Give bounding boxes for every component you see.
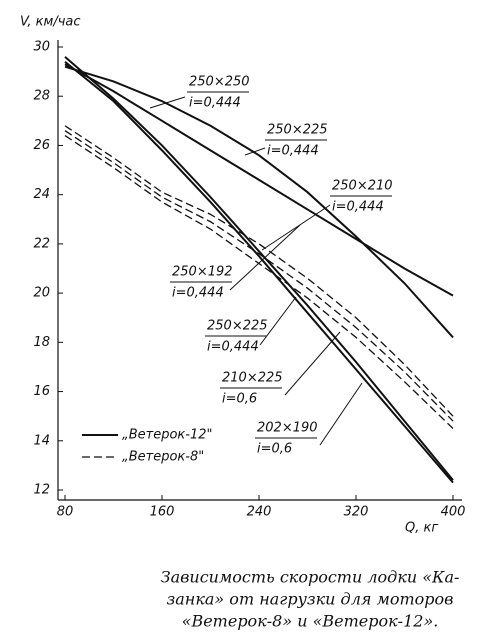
x-tick-label: 320: [344, 505, 369, 520]
x-tick-label: 80: [57, 505, 74, 520]
x-tick-label: 400: [441, 505, 466, 520]
legend-label: „Ветерок-12": [122, 428, 213, 443]
curve-note: i=0,6: [257, 442, 292, 457]
leader: [149, 96, 186, 109]
y-tick-label: 24: [33, 187, 50, 202]
y-tick-label: 12: [33, 483, 50, 498]
leader: [261, 204, 331, 251]
curve-note: i=0,444: [189, 96, 241, 111]
leader: [244, 147, 266, 156]
series-line: [64, 130, 454, 422]
y-tick-label: 14: [33, 433, 50, 448]
series-line: [64, 56, 454, 481]
x-tick-label: 240: [247, 505, 272, 520]
curve-label: 202×190: [257, 421, 318, 436]
curve-note: i=0,444: [172, 286, 224, 301]
y-tick-label: 30: [33, 40, 50, 55]
curve-note: i=0,444: [267, 144, 319, 159]
caption: занка» от нагрузки для моторов: [167, 590, 454, 609]
legend-label: „Ветерок-8": [122, 450, 204, 465]
x-tick-label: 160: [150, 505, 175, 520]
caption: «Ветерок-8» и «Ветерок-12».: [182, 612, 439, 631]
series-line: [64, 63, 454, 297]
leader: [229, 224, 301, 291]
series-line: [64, 125, 454, 417]
series-line: [64, 60, 454, 484]
curve-label: 250×250: [189, 75, 250, 90]
curve-label: 250×192: [172, 265, 233, 280]
series-line: [64, 65, 454, 339]
curve-note: i=0,444: [332, 200, 384, 215]
y-tick-label: 18: [33, 335, 50, 350]
leader: [319, 382, 363, 446]
caption: Зависимость скорости лодки «Ка-: [161, 568, 460, 587]
curve-note: i=0,444: [207, 340, 259, 355]
x-axis-label: Q, кг: [405, 521, 438, 536]
y-axis-label: V, км/час: [20, 15, 81, 30]
curve-label: 250×225: [267, 123, 328, 138]
leader: [284, 331, 341, 396]
curve-label: 250×210: [332, 179, 393, 194]
y-tick-label: 16: [33, 384, 50, 399]
y-tick-label: 22: [33, 236, 50, 251]
curve-label: 250×225: [207, 319, 268, 334]
curve-note: i=0,6: [222, 392, 257, 407]
y-tick-label: 26: [33, 138, 50, 153]
curve-label: 210×225: [222, 371, 283, 386]
y-tick-label: 28: [33, 89, 50, 104]
y-tick-label: 20: [33, 286, 50, 301]
leader: [259, 296, 297, 346]
